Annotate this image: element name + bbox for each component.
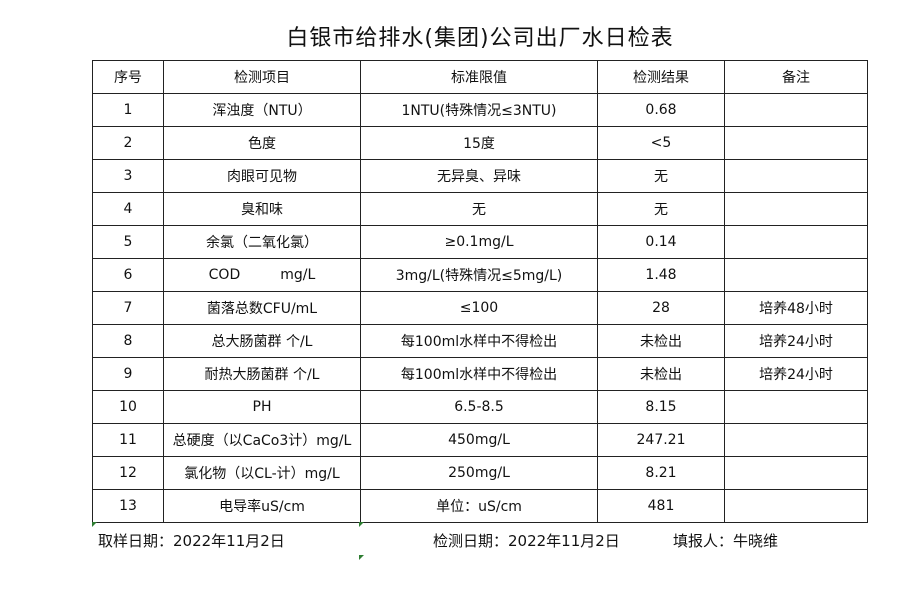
standard-limit: 单位：uS/cm (360, 489, 598, 523)
remark (724, 159, 868, 193)
standard-limit: 无 (360, 192, 598, 226)
cell-indicator-icon (92, 522, 97, 527)
table-row: 13 电导率uS/cm 单位：uS/cm 481 (92, 489, 868, 523)
test-item: PH (163, 390, 361, 424)
row-number: 2 (92, 126, 164, 160)
test-result: 1.48 (597, 258, 725, 292)
test-result: 未检出 (597, 357, 725, 391)
test-item: 电导率uS/cm (163, 489, 361, 523)
header-cell: 标准限值 (360, 60, 598, 94)
test-item: 总硬度（以CaCo3计）mg/L (163, 423, 361, 457)
row-number: 12 (92, 456, 164, 490)
standard-limit: ≤100 (360, 291, 598, 325)
test-result: 8.21 (597, 456, 725, 490)
table-row: 3 肉眼可见物 无异臭、异味无 (92, 159, 868, 193)
cell-indicator-icon (359, 555, 364, 560)
sampling-date: 取样日期：2022年11月2日 (98, 532, 285, 550)
test-result: 未检出 (597, 324, 725, 358)
test-item: COD mg/L (163, 258, 361, 292)
table-header-row: 序号 检测项目 标准限值 检测结果 备注 (92, 60, 868, 94)
standard-limit: 3mg/L(特殊情况≤5mg/L) (360, 258, 598, 292)
table-row: 1 浑浊度（NTU） 1NTU(特殊情况≤3NTU) 0.68 (92, 93, 868, 127)
remark (724, 126, 868, 160)
test-item: 色度 (163, 126, 361, 160)
test-item: 总大肠菌群 个/L (163, 324, 361, 358)
header-cell: 检测项目 (163, 60, 361, 94)
test-result: 247.21 (597, 423, 725, 457)
test-item: 余氯（二氧化氯） (163, 225, 361, 259)
table-row: 11 总硬度（以CaCo3计）mg/L 450mg/L 247.21 (92, 423, 868, 457)
remark (724, 258, 868, 292)
test-date: 检测日期：2022年11月2日 (433, 532, 620, 550)
inspection-table: 序号 检测项目 标准限值 检测结果 备注 1 浑浊度（NTU） 1NTU(特殊情况≤… (92, 60, 868, 523)
table-row: 7 菌落总数CFU/mL ≤100 28 培养48小时 (92, 291, 868, 325)
remark (724, 192, 868, 226)
table-row: 9 耐热大肠菌群 个/L 每100ml水样中不得检出 未检出 培养24小时 (92, 357, 868, 391)
standard-limit: 6.5-8.5 (360, 390, 598, 424)
row-number: 1 (92, 93, 164, 127)
test-item: 菌落总数CFU/mL (163, 291, 361, 325)
row-number: 3 (92, 159, 164, 193)
page-title: 白银市给排水(集团)公司出厂水日检表 (286, 26, 674, 51)
table-row: 4 臭和味无无 (92, 192, 868, 226)
remark: 培养48小时 (724, 291, 868, 325)
row-number: 13 (92, 489, 164, 523)
test-item: 肉眼可见物 (163, 159, 361, 193)
test-result: <5 (597, 126, 725, 160)
remark (724, 93, 868, 127)
remark: 培养24小时 (724, 324, 868, 358)
table-row: 2 色度 15度 <5 (92, 126, 868, 160)
standard-limit: 450mg/L (360, 423, 598, 457)
standard-limit: 无异臭、异味 (360, 159, 598, 193)
table-row: 6 COD mg/L 3mg/L(特殊情况≤5mg/L) 1.48 (92, 258, 868, 292)
remark (724, 390, 868, 424)
test-result: 无 (597, 192, 725, 226)
standard-limit: 每100ml水样中不得检出 (360, 324, 598, 358)
row-number: 10 (92, 390, 164, 424)
row-number: 7 (92, 291, 164, 325)
reporter: 填报人：牛晓维 (673, 532, 779, 550)
test-result: 8.15 (597, 390, 725, 424)
test-result: 0.68 (597, 93, 725, 127)
table-row: 5 余氯（二氧化氯） ≥0.1mg/L 0.14 (92, 225, 868, 259)
remark (724, 456, 868, 490)
test-item: 耐热大肠菌群 个/L (163, 357, 361, 391)
row-number: 6 (92, 258, 164, 292)
test-result: 481 (597, 489, 725, 523)
remark (724, 489, 868, 523)
test-result: 28 (597, 291, 725, 325)
test-result: 0.14 (597, 225, 725, 259)
row-number: 8 (92, 324, 164, 358)
cell-indicator-icon (359, 522, 364, 527)
row-number: 4 (92, 192, 164, 226)
remark (724, 225, 868, 259)
remark: 培养24小时 (724, 357, 868, 391)
standard-limit: 1NTU(特殊情况≤3NTU) (360, 93, 598, 127)
test-item: 臭和味 (163, 192, 361, 226)
remark (724, 423, 868, 457)
row-number: 9 (92, 357, 164, 391)
row-number: 11 (92, 423, 164, 457)
standard-limit: 15度 (360, 126, 598, 160)
header-cell: 备注 (724, 60, 868, 94)
test-item: 氯化物（以CL-计）mg/L (163, 456, 361, 490)
header-cell: 检测结果 (597, 60, 725, 94)
table-row: 10 PH 6.5-8.5 8.15 (92, 390, 868, 424)
standard-limit: 250mg/L (360, 456, 598, 490)
row-number: 5 (92, 225, 164, 259)
table-row: 8 总大肠菌群 个/L 每100ml水样中不得检出 未检出 培养24小时 (92, 324, 868, 358)
header-cell: 序号 (92, 60, 164, 94)
standard-limit: ≥0.1mg/L (360, 225, 598, 259)
test-item: 浑浊度（NTU） (163, 93, 361, 127)
table-row: 12 氯化物（以CL-计）mg/L 250mg/L 8.21 (92, 456, 868, 490)
standard-limit: 每100ml水样中不得检出 (360, 357, 598, 391)
test-result: 无 (597, 159, 725, 193)
